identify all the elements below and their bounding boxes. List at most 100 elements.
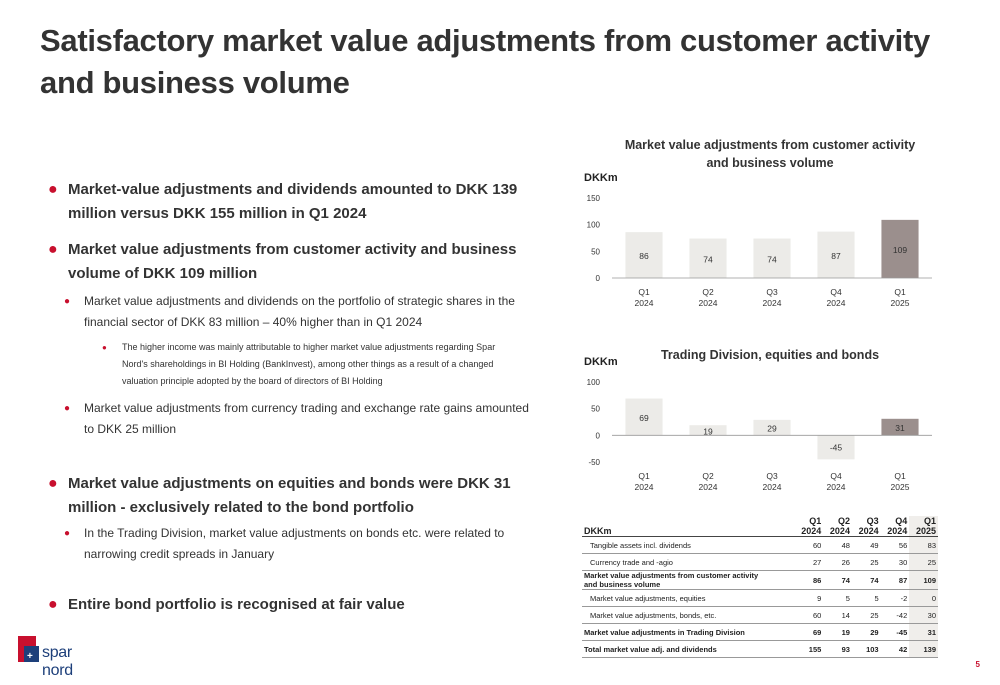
table-cell: 9 bbox=[817, 593, 822, 603]
bullet-2b: ● Market value adjustments from currency… bbox=[64, 398, 534, 440]
table-cell: 86 bbox=[812, 575, 822, 585]
table-row-label: Market value adjustments, equities bbox=[590, 593, 706, 603]
bullet-2a: ● Market value adjustments and dividends… bbox=[64, 291, 544, 333]
chart-1-bar bbox=[817, 231, 855, 278]
table-column-header: Q4 2024 bbox=[887, 516, 908, 536]
chart-2-bar bbox=[817, 435, 855, 460]
chart-1-category-label: Q2 bbox=[702, 287, 714, 297]
bullet-dot-icon: ● bbox=[48, 181, 58, 198]
chart-2-data-label: 69 bbox=[639, 413, 649, 423]
chart-1-category-label: 2025 bbox=[891, 298, 910, 308]
table-row: Market value adjustments from customer a… bbox=[582, 570, 938, 590]
table-cell: 60 bbox=[812, 540, 822, 550]
table-cell: 29 bbox=[870, 627, 879, 637]
chart-1-category-label: Q1 bbox=[638, 287, 650, 297]
table-row: Currency trade and -agio 27 26 25 30 25 bbox=[582, 553, 938, 571]
logo-text: spar nord bbox=[42, 644, 73, 679]
chart-2-category-label: Q3 bbox=[766, 471, 778, 481]
chart-1-category-label: Q3 bbox=[766, 287, 778, 297]
table-cell: 31 bbox=[909, 623, 938, 641]
chart-2-category-label: 2024 bbox=[699, 482, 718, 492]
chart-1-ytick: 50 bbox=[591, 247, 600, 256]
table-cell: 25 bbox=[870, 557, 879, 567]
bullet-dot-icon: ● bbox=[102, 343, 107, 352]
chart-1-data-label: 87 bbox=[831, 251, 841, 261]
chart-1-bar bbox=[625, 232, 663, 278]
bullet-2: ● Market value adjustments from customer… bbox=[48, 238, 548, 286]
table-cell: 26 bbox=[841, 557, 850, 567]
table-unit-header: DKKm bbox=[584, 526, 612, 536]
table-row: Total market value adj. and dividends 155… bbox=[582, 640, 938, 658]
chart-1-ytick: 0 bbox=[596, 274, 601, 283]
table-cell: 69 bbox=[812, 627, 822, 637]
table-cell: 56 bbox=[898, 540, 908, 550]
chart-2: -5005010069Q1202419Q2202429Q32024-45Q420… bbox=[587, 378, 932, 492]
table-cell: 14 bbox=[841, 610, 850, 620]
bullet-3: ● Market value adjustments on equities a… bbox=[48, 472, 518, 520]
table-cell: 30 bbox=[909, 606, 938, 624]
chart-2-bar bbox=[625, 398, 663, 436]
chart-2-ytick: -50 bbox=[588, 458, 600, 467]
bullet-dot-icon: ● bbox=[64, 528, 71, 539]
table-row: Tangible assets incl. dividends 60 48 49 56 8… bbox=[582, 536, 938, 554]
table-row-label: Market value adjustments in Trading Divi… bbox=[584, 627, 745, 637]
chart-2-category-label: Q4 bbox=[830, 471, 842, 481]
svg-text:+: + bbox=[27, 651, 33, 662]
chart-1-category-label: 2024 bbox=[699, 298, 718, 308]
table-row-label: Total market value adj. and dividends bbox=[584, 644, 717, 654]
bullet-2a1: ● The higher income was mainly attributa… bbox=[102, 339, 522, 390]
page-number: 5 bbox=[975, 660, 980, 669]
table-column-header: Q1 2024 bbox=[801, 516, 822, 536]
chart-1-unit: DKKm bbox=[584, 172, 618, 184]
table-cell: 27 bbox=[812, 557, 822, 567]
table-row: Market value adjustments, bonds, etc. 60 1… bbox=[582, 606, 938, 624]
chart-2-ytick: 0 bbox=[596, 431, 601, 440]
bullet-dot-icon: ● bbox=[48, 475, 58, 492]
chart-1: 05010015086Q1202474Q2202474Q3202487Q4202… bbox=[587, 194, 932, 308]
chart-1-bar bbox=[881, 219, 919, 278]
table-cell: 19 bbox=[841, 627, 850, 637]
bullet-1: ● Market-value adjustments and dividends… bbox=[48, 178, 548, 226]
bullet-dot-icon: ● bbox=[48, 241, 58, 258]
chart-1-category-label: 2024 bbox=[763, 298, 782, 308]
table-cell: 93 bbox=[841, 644, 850, 654]
table-cell: 109 bbox=[909, 570, 938, 590]
table-cell: -2 bbox=[900, 593, 908, 603]
table-header-row: DKKm Q1 2024 Q2 2024 Q3 2024 Q4 2024 Q1 2025 bbox=[582, 516, 938, 537]
table-cell: 74 bbox=[841, 575, 850, 585]
chart-2-data-label: 31 bbox=[895, 423, 905, 433]
bullet-dot-icon: ● bbox=[64, 296, 71, 307]
chart-2-title: Trading Division, equities and bonds bbox=[660, 348, 880, 362]
table-cell: 5 bbox=[874, 593, 879, 603]
chart-2-bar bbox=[689, 425, 727, 436]
table-row-label: Market value adjustments from customer a… bbox=[584, 571, 759, 589]
chart-1-data-label: 109 bbox=[893, 245, 907, 255]
chart-1-category-label: Q4 bbox=[830, 287, 842, 297]
spar-nord-logo: + spar nord bbox=[18, 636, 103, 679]
table-row-label: Market value adjustments, bonds, etc. bbox=[590, 610, 717, 620]
table-column-header: Q2 2024 bbox=[829, 516, 850, 536]
chart-1-data-label: 74 bbox=[767, 254, 777, 264]
chart-1-bar bbox=[753, 238, 791, 278]
chart-2-category-label: Q1 bbox=[638, 471, 650, 481]
table-row-label: Tangible assets incl. dividends bbox=[590, 540, 691, 550]
chart-2-bar bbox=[753, 419, 791, 436]
chart-2-unit: DKKm bbox=[584, 356, 618, 368]
table-row-label: Currency trade and -agio bbox=[590, 557, 673, 567]
chart-2-category-label: Q1 bbox=[894, 471, 906, 481]
chart-1-ytick: 100 bbox=[587, 221, 601, 230]
table-cell: 25 bbox=[870, 610, 879, 620]
chart-2-category-label: 2025 bbox=[891, 482, 910, 492]
chart-1-data-label: 86 bbox=[639, 251, 649, 261]
chart-1-category-label: Q1 bbox=[894, 287, 906, 297]
table-cell: 42 bbox=[898, 644, 908, 654]
table-cell: 139 bbox=[909, 640, 938, 658]
table-cell: 60 bbox=[812, 610, 822, 620]
chart-2-ytick: 100 bbox=[587, 378, 601, 387]
chart-1-data-label: 74 bbox=[703, 254, 713, 264]
chart-2-category-label: 2024 bbox=[827, 482, 846, 492]
table-cell: 30 bbox=[898, 557, 908, 567]
table-cell: 103 bbox=[866, 644, 879, 654]
table-cell: 0 bbox=[909, 589, 938, 607]
chart-2-ytick: 50 bbox=[591, 405, 600, 414]
